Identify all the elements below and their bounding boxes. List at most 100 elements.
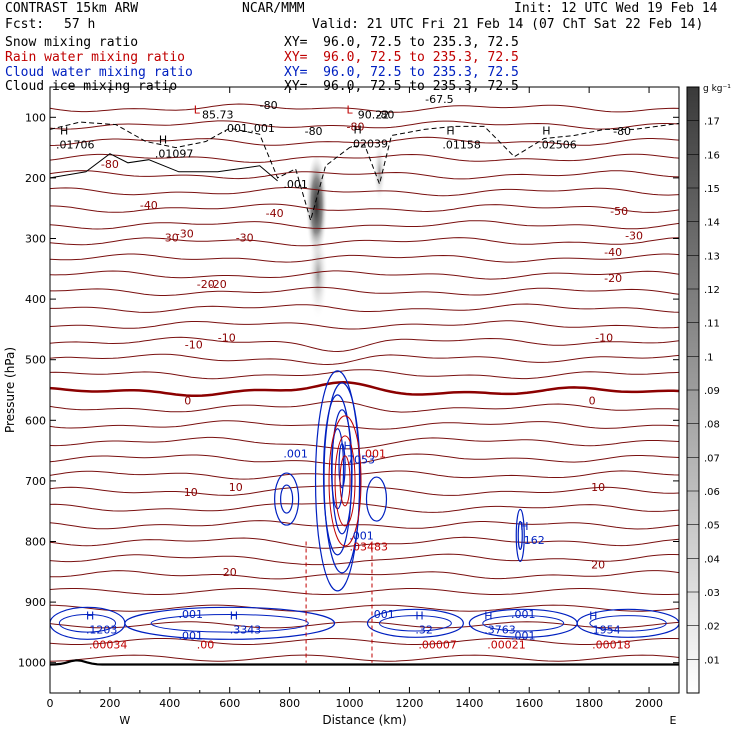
isotherm-label: 0 (184, 394, 191, 407)
x-tick-label: 400 (159, 697, 180, 710)
field-cloudwater-xy: XY= 96.0, 72.5 to 235.3, 72.5 (284, 65, 519, 80)
rain-value: .001 (362, 448, 387, 461)
colorbar: .01 .02 .03 .04 .05 .06 .07 .08 .09 .1 .11 .12 .13 .1… (686, 84, 731, 694)
colorbar-label: .07 (704, 453, 720, 464)
upper-high-marker: H (159, 134, 167, 147)
rain-value: .03483 (350, 540, 389, 553)
cloud-water-high-marker: H (86, 609, 94, 622)
colorbar-label: .08 (704, 420, 720, 431)
isotherm-label: 10 (229, 481, 243, 494)
y-tick-label: 400 (25, 293, 46, 306)
upper-contour-label: 90.22 (358, 108, 390, 121)
cloud-water-contour-right (365, 476, 388, 522)
isotherm (50, 604, 679, 612)
cloud-water-high-value: .3343 (230, 623, 262, 636)
isotherm-label: 10 (591, 481, 605, 494)
isotherm (50, 203, 679, 213)
tropopause-line (50, 121, 679, 223)
isotherm-label: -30 (625, 229, 643, 242)
rain-value: .00021 (487, 639, 526, 652)
isotherm (50, 453, 679, 466)
upper-high-value: .01158 (442, 139, 481, 152)
isotherm (50, 286, 679, 296)
isotherm (50, 270, 679, 280)
isotherm (50, 320, 679, 330)
isotherm (50, 621, 679, 629)
isotherm-label: -30 (236, 231, 254, 244)
cloud-water-high-marker: H (230, 609, 238, 622)
rain-contour (334, 435, 356, 527)
isotherm (50, 502, 679, 513)
y-tick-label: 300 (25, 233, 46, 246)
x-tick-label: 200 (99, 697, 120, 710)
cloud-water-high-value: .1203 (86, 623, 118, 636)
isotherm (50, 436, 679, 450)
y-tick-label: 800 (25, 536, 46, 549)
cloud-water-contour-low (150, 614, 309, 633)
rain-value: .00034 (89, 639, 128, 652)
colorbar-label: .09 (704, 386, 720, 397)
cloud-water-high-value: .3763 (484, 623, 516, 636)
field-cloudwater-label: Cloud water mixing ratio (5, 65, 193, 80)
y-tick-label: 500 (25, 354, 46, 367)
x-tick-label: 1800 (575, 697, 603, 710)
rain-value: .00007 (418, 639, 457, 652)
cloud-water-contour-label: .001 (283, 448, 308, 461)
upper-contour-label: -80 (260, 99, 278, 112)
colorbar-label: .1 (704, 352, 714, 363)
y-tick-label: 1000 (18, 657, 46, 670)
upper-contour-label: .001 (283, 178, 308, 191)
isotherm-label: -80 (347, 120, 365, 133)
model-title: CONTRAST 15km ARW (5, 1, 139, 16)
isotherm-label: -10 (218, 331, 236, 344)
forecast-label: Fcst: (5, 17, 45, 32)
cloud-water-contour-e (517, 520, 523, 551)
terrain-line (50, 659, 679, 666)
isotherm-label: -20 (604, 272, 622, 285)
isotherm (50, 237, 679, 247)
isotherm (50, 220, 679, 230)
x-tick-label: 800 (279, 697, 300, 710)
cloud-water-contour-e (515, 508, 525, 563)
x-tick-label: 2000 (635, 697, 663, 710)
x-axis-label: Distance (km) (322, 713, 406, 727)
isotherm (50, 170, 679, 180)
isotherm (50, 253, 679, 263)
plot-area: -80-80-30-50-40-40-40-30 -30 -30-20-20 -20-… (50, 93, 679, 666)
upper-high-value: .02039 (350, 137, 389, 150)
isotherm (50, 153, 679, 163)
isotherm (50, 187, 679, 197)
x-tick-label: 1600 (515, 697, 543, 710)
isotherm-label: -80 (101, 158, 119, 171)
isotherm (50, 520, 679, 530)
y-tick-label: 200 (25, 172, 46, 185)
init-time: Init: 12 UTC Wed 19 Feb 14 (514, 1, 718, 16)
isotherm (50, 420, 679, 430)
cloud-water-high-value: .32 (415, 623, 433, 636)
cloud-water-contour-low (482, 615, 565, 632)
colorbar-label: .04 (704, 554, 720, 565)
rain-value: .00 (197, 639, 215, 652)
y-axis-label: Pressure (hPa) (3, 347, 17, 433)
cloud-water-contour-low (589, 615, 667, 632)
cloud-water-contour-label: .001 (511, 629, 536, 642)
isotherm-label: 20 (223, 566, 237, 579)
plot-frame (49, 86, 680, 694)
isotherm (50, 336, 679, 353)
cloud-water-contour-left (274, 472, 300, 526)
isotherm (50, 400, 679, 413)
upper-high-marker: H (60, 125, 68, 138)
low-marker: L (346, 103, 353, 116)
isotherm (50, 485, 679, 496)
cloud-water-contour-low (378, 615, 452, 632)
cloud-water-high-value: .7053 (344, 454, 376, 467)
isotherm-zero (50, 381, 679, 397)
cloud-water-contour-convective (330, 428, 345, 510)
cloud-water-contour-label: .001 (370, 608, 395, 621)
snow-lower-shading (308, 229, 329, 320)
upper-contour-label: -67.5 (425, 93, 453, 106)
isotherm-label: -40 (604, 246, 622, 259)
cloud-water-contour-label: .001 (179, 608, 204, 621)
rain-value: .00018 (592, 639, 631, 652)
cloud-water-high-marker: H (415, 609, 423, 622)
